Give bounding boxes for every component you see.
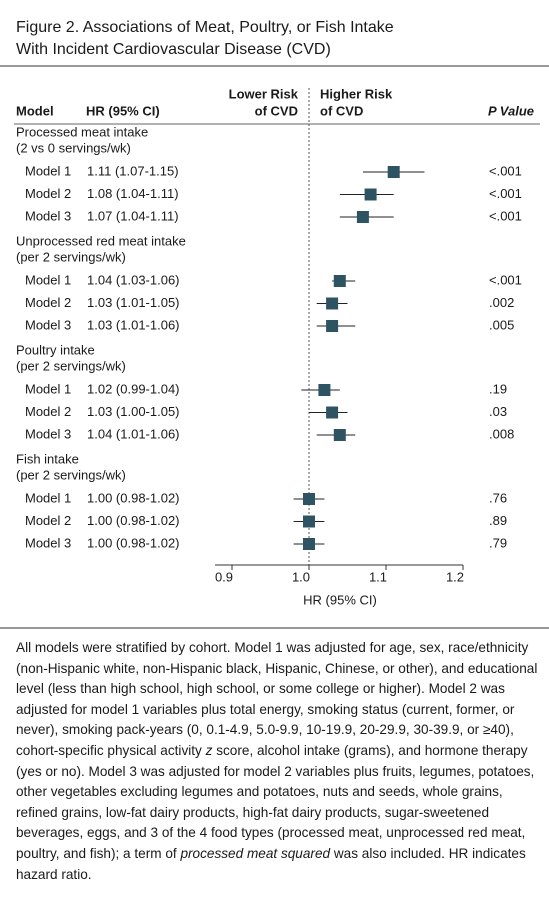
p-value: .89 [489, 513, 507, 528]
direction-label: Lower Risk [229, 86, 299, 101]
group-label: Unprocessed red meat intake [16, 233, 186, 248]
p-value: .005 [489, 317, 514, 332]
group-label: (per 2 servings/wk) [16, 358, 126, 373]
model-label: Model 1 [25, 163, 71, 178]
model-label: Model 2 [25, 513, 71, 528]
hr-marker [356, 211, 369, 223]
x-tick-label: 0.9 [215, 569, 233, 584]
p-value: <.001 [489, 208, 522, 223]
hr-marker [326, 297, 339, 310]
direction-label: of CVD [255, 103, 298, 118]
note-text: score, alcohol intake (grams), and hormo… [16, 742, 535, 861]
group-label: (2 vs 0 servings/wk) [16, 140, 131, 155]
group-label: (per 2 servings/wk) [16, 249, 126, 264]
hr-label: 1.02 (0.99-1.04) [87, 381, 180, 396]
chart-title: Figure 2. Associations of Meat, Poultry,… [16, 19, 394, 36]
hr-marker [303, 515, 315, 528]
hr-marker [326, 320, 339, 332]
hr-marker [318, 384, 331, 396]
hr-marker [326, 406, 339, 419]
hr-label: 1.03 (1.01-1.06) [87, 317, 180, 332]
x-axis-label: HR (95% CI) [303, 592, 377, 607]
hr-label: 1.00 (0.98-1.02) [87, 490, 180, 505]
p-value: .79 [489, 535, 507, 550]
direction-label: of CVD [320, 103, 363, 118]
x-tick-label: 1.2 [446, 569, 464, 584]
hr-label: 1.03 (1.00-1.05) [87, 404, 180, 419]
hr-marker [303, 538, 315, 550]
model-label: Model 2 [25, 186, 71, 201]
hr-label: 1.04 (1.03-1.06) [87, 272, 180, 287]
p-value: <.001 [489, 163, 522, 178]
hr-label: 1.00 (0.98-1.02) [87, 513, 180, 528]
x-tick-label: 1.0 [292, 569, 310, 584]
hr-marker [303, 493, 315, 505]
model-label: Model 2 [25, 404, 71, 419]
hr-label: 1.04 (1.01-1.06) [87, 426, 180, 441]
col-header-model: Model [16, 103, 54, 118]
p-value: .76 [489, 490, 507, 505]
note-text: z [205, 742, 213, 758]
model-label: Model 1 [25, 272, 71, 287]
x-tick-label: 1.1 [369, 569, 387, 584]
p-value: <.001 [489, 272, 522, 287]
hr-label: 1.08 (1.04-1.11) [87, 186, 179, 201]
p-value: .03 [489, 404, 507, 419]
hr-label: 1.07 (1.04-1.11) [87, 208, 179, 223]
group-label: Processed meat intake [16, 124, 148, 139]
group-label: Poultry intake [16, 342, 95, 357]
direction-label: Higher Risk [320, 86, 393, 101]
chart-title: With Incident Cardiovascular Disease (CV… [16, 41, 331, 58]
hr-label: 1.00 (0.98-1.02) [87, 535, 180, 550]
p-value: .008 [489, 426, 514, 441]
note-text: All models were stratified by cohort. Mo… [16, 640, 538, 758]
note-text: was also included. HR indicates hazard r… [16, 845, 526, 882]
model-label: Model 1 [25, 381, 71, 396]
hr-marker [364, 188, 377, 201]
note-text: processed meat squared [180, 845, 331, 861]
col-header-p: P Value [488, 103, 534, 118]
p-value: .19 [489, 381, 507, 396]
model-label: Model 3 [25, 426, 71, 441]
model-label: Model 3 [25, 317, 71, 332]
p-value: .002 [489, 295, 514, 310]
footnote: All models were stratified by cohort. Mo… [16, 638, 538, 885]
model-label: Model 3 [25, 535, 71, 550]
hr-marker [333, 275, 346, 287]
hr-label: 1.11 (1.07-1.15) [87, 163, 179, 178]
model-label: Model 1 [25, 490, 71, 505]
chart: Model HR (95% CI) P Value Figure 2. Asso… [0, 19, 549, 629]
col-header-hr: HR (95% CI) [86, 103, 160, 118]
hr-label: 1.03 (1.01-1.05) [87, 295, 180, 310]
p-value: <.001 [489, 186, 522, 201]
model-label: Model 3 [25, 208, 71, 223]
model-label: Model 2 [25, 295, 71, 310]
hr-marker [387, 166, 400, 178]
group-label: (per 2 servings/wk) [16, 467, 126, 482]
group-label: Fish intake [16, 451, 79, 466]
hr-marker [333, 429, 346, 441]
